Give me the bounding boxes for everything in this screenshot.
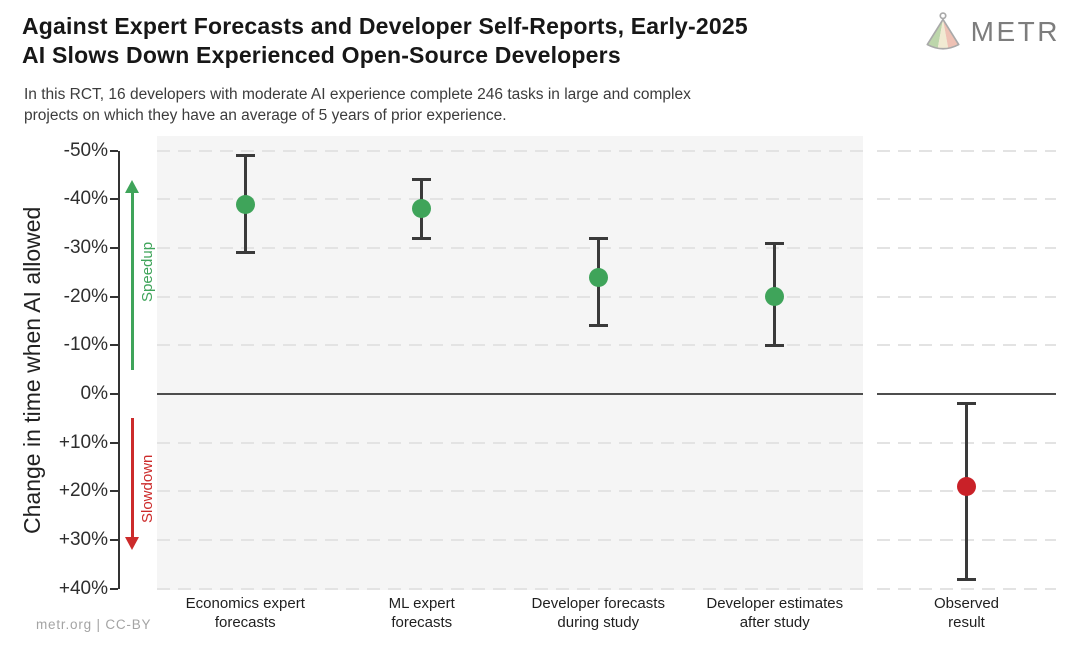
- y-tick--20%: [110, 295, 118, 298]
- x-label-line: Economics expert: [185, 595, 305, 612]
- gridline--40%: [157, 198, 863, 201]
- gridline--10%: [157, 344, 863, 347]
- error-cap-top-developer-estimates-after-study: [765, 241, 785, 245]
- y-tick-label--30%: -30%: [63, 236, 108, 258]
- zero-line: [877, 393, 1056, 395]
- y-tick--40%: [110, 198, 118, 201]
- x-label-line: Developer forecasts: [531, 595, 665, 612]
- gridline-+10%: [157, 441, 863, 444]
- gridline--50%: [877, 149, 1056, 152]
- y-tick-label--50%: -50%: [63, 139, 108, 161]
- y-tick-label-+30%: +30%: [58, 529, 108, 551]
- slowdown-label: Slowdown: [139, 454, 156, 524]
- y-tick-label--10%: -10%: [63, 334, 108, 356]
- subtitle-line-1: In this RCT, 16 developers with moderate…: [24, 86, 691, 103]
- gridline-+20%: [157, 490, 863, 493]
- metr-fan-icon: [926, 12, 960, 50]
- gridline--30%: [877, 246, 1056, 249]
- y-tick-label-+40%: +40%: [58, 577, 108, 599]
- x-label-line: after study: [739, 614, 810, 631]
- x-label-line: Developer estimates: [706, 595, 844, 612]
- chart-subtitle: In this RCT, 16 developers with moderate…: [24, 84, 691, 126]
- y-tick--10%: [110, 344, 118, 347]
- gridline-+40%: [157, 587, 863, 590]
- y-tick-+30%: [110, 539, 118, 542]
- gridline--20%: [877, 295, 1056, 298]
- y-axis-line: [118, 150, 120, 589]
- panel-forecasts: [157, 136, 863, 590]
- page-title: Against Expert Forecasts and Developer S…: [22, 12, 748, 70]
- error-cap-bottom-observed-result: [957, 577, 976, 581]
- error-cap-top-economics-expert-forecasts: [235, 153, 255, 157]
- x-label-line: forecasts: [214, 614, 276, 631]
- y-tick--50%: [110, 149, 118, 152]
- error-cap-bottom-developer-forecasts-during-study: [588, 324, 608, 328]
- gridline--40%: [877, 198, 1056, 201]
- gridline--30%: [157, 246, 863, 249]
- credit-text: metr.org | CC-BY: [36, 617, 152, 632]
- y-tick-+10%: [110, 441, 118, 444]
- error-cap-top-observed-result: [957, 402, 976, 406]
- x-label-developer-estimates-after-study: Developer estimates after study: [670, 594, 880, 632]
- x-label-observed-result: Observed result: [862, 594, 1072, 632]
- error-cap-top-developer-forecasts-during-study: [588, 236, 608, 240]
- data-point-observed-result: [957, 477, 976, 497]
- y-tick-label-+20%: +20%: [58, 480, 108, 502]
- data-point-developer-forecasts-during-study: [588, 267, 608, 287]
- slowdown-arrow-head: [125, 536, 139, 550]
- x-label-line: result: [948, 614, 985, 631]
- y-tick-+20%: [110, 490, 118, 493]
- y-tick-label-0%: 0%: [80, 383, 108, 404]
- title-line-2: AI Slows Down Experienced Open-Source De…: [22, 42, 621, 68]
- gridline-+40%: [877, 587, 1056, 590]
- y-tick-label--40%: -40%: [63, 188, 108, 210]
- x-label-line: forecasts: [391, 614, 453, 631]
- y-axis-title: Change in time when AI allowed: [19, 206, 45, 534]
- speedup-label: Speedup: [139, 241, 156, 303]
- data-point-economics-expert-forecasts: [235, 194, 255, 214]
- x-label-line: during study: [557, 614, 640, 631]
- gridline-+30%: [157, 539, 863, 542]
- y-tick-+40%: [110, 587, 118, 590]
- x-label-developer-forecasts-during-study: Developer forecasts during study: [493, 594, 703, 632]
- y-tick-label-+10%: +10%: [58, 431, 108, 453]
- y-tick--30%: [110, 246, 118, 249]
- x-label-ml-expert-forecasts: ML expert forecasts: [317, 594, 527, 632]
- slowdown-arrow-line: [130, 418, 134, 539]
- zero-line: [157, 393, 863, 395]
- subtitle-line-2: projects on which they have an average o…: [24, 107, 507, 124]
- error-cap-bottom-economics-expert-forecasts: [235, 251, 255, 255]
- metr-logo-text: METR: [970, 16, 1060, 47]
- data-point-developer-estimates-after-study: [765, 287, 785, 307]
- speedup-arrow-head: [125, 179, 139, 193]
- gridline--20%: [157, 295, 863, 298]
- error-cap-bottom-ml-expert-forecasts: [412, 236, 432, 240]
- y-tick-0%: [110, 393, 118, 395]
- x-label-line: ML expert: [388, 595, 455, 612]
- metr-logo: METR: [922, 10, 1060, 54]
- error-cap-top-ml-expert-forecasts: [412, 178, 432, 182]
- x-label-economics-expert-forecasts: Economics expert forecasts: [140, 594, 350, 632]
- x-label-line: Observed: [933, 595, 1000, 612]
- gridline--50%: [157, 149, 863, 152]
- gridline--10%: [877, 344, 1056, 347]
- y-tick-label--20%: -20%: [63, 285, 108, 307]
- data-point-ml-expert-forecasts: [412, 199, 432, 219]
- speedup-arrow-line: [130, 190, 134, 370]
- title-line-1: Against Expert Forecasts and Developer S…: [22, 13, 748, 39]
- error-cap-bottom-developer-estimates-after-study: [765, 343, 785, 347]
